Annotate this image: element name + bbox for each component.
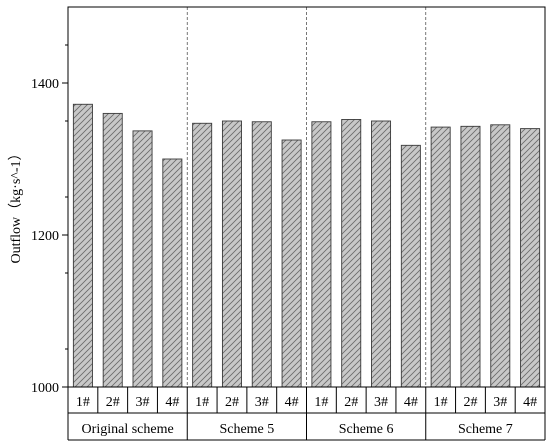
category-label: 4#: [523, 395, 537, 410]
bar: [430, 126, 451, 388]
bar: [490, 124, 511, 388]
y-axis-label: Outflow（kg·s^-1）: [8, 146, 24, 263]
bar: [102, 112, 123, 388]
y-tick-label: 1200: [31, 229, 59, 244]
bar: [221, 120, 242, 388]
category-label: 2#: [225, 395, 239, 410]
bar: [251, 121, 272, 388]
bar: [162, 158, 183, 388]
group-label: Scheme 6: [339, 422, 394, 437]
bar: [460, 125, 481, 388]
category-label: 2#: [106, 395, 120, 410]
bar: [371, 120, 392, 388]
bar: [192, 122, 213, 388]
bar: [400, 144, 421, 388]
category-label: 4#: [165, 395, 179, 410]
bar: [132, 130, 153, 388]
group-label: Scheme 7: [458, 422, 513, 437]
y-tick-label: 1400: [31, 77, 59, 92]
category-label: 2#: [463, 395, 477, 410]
category-label: 1#: [314, 395, 328, 410]
bar: [281, 139, 302, 388]
category-label: 4#: [404, 395, 418, 410]
category-label: 2#: [344, 395, 358, 410]
category-label: 3#: [374, 395, 388, 410]
group-label: Original scheme: [82, 422, 174, 437]
category-label: 3#: [255, 395, 269, 410]
category-label: 3#: [493, 395, 507, 410]
category-label: 1#: [76, 395, 90, 410]
y-tick-label: 1000: [31, 381, 59, 396]
category-label: 3#: [136, 395, 150, 410]
bar: [72, 103, 93, 388]
bar: [311, 121, 332, 388]
category-label: 4#: [285, 395, 299, 410]
bar: [341, 119, 362, 388]
group-label: Scheme 5: [219, 422, 274, 437]
plot-area: 1000 1200 1400 1# 2# 3# 4# Original scheme 1# 2# 3…: [31, 6, 546, 441]
category-label: 1#: [434, 395, 448, 410]
bar: [520, 128, 541, 388]
category-label: 1#: [195, 395, 209, 410]
